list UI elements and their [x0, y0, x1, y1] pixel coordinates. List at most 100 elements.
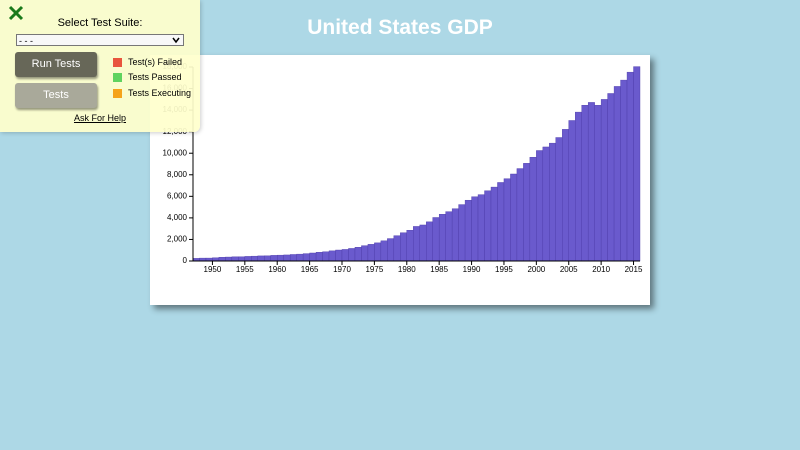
tests-button[interactable]: Tests — [15, 83, 97, 108]
select-option: - - - — [19, 36, 33, 46]
chart-card: 02,0004,0006,0008,00010,00012,00014,0001… — [150, 55, 650, 305]
x-tick-label: 1995 — [495, 265, 513, 274]
bar — [542, 146, 550, 262]
bar — [562, 129, 569, 262]
close-icon[interactable] — [8, 4, 24, 22]
run-tests-button[interactable]: Run Tests — [15, 52, 97, 77]
bar — [393, 235, 401, 262]
bar — [322, 251, 330, 262]
bar — [503, 178, 511, 262]
bar — [516, 168, 524, 262]
bar — [451, 208, 459, 262]
bar — [341, 249, 349, 262]
x-tick-label: 1965 — [301, 265, 319, 274]
bar — [348, 248, 356, 262]
bar — [419, 224, 427, 262]
x-tick-label: 1980 — [398, 265, 416, 274]
x-tick-label: 1970 — [333, 265, 351, 274]
legend-item: Tests Passed — [113, 72, 182, 83]
bar — [296, 253, 304, 262]
bar — [244, 256, 252, 262]
x-tick-label: 1975 — [365, 265, 383, 274]
bar — [529, 156, 537, 262]
bar — [302, 253, 310, 262]
bar — [581, 105, 589, 262]
x-tick-label: 1960 — [268, 265, 286, 274]
bar — [438, 214, 446, 262]
y-tick-label: 10,000 — [163, 148, 188, 157]
bar — [264, 255, 271, 262]
bar — [251, 255, 258, 262]
x-tick-label: 1990 — [463, 265, 481, 274]
bar — [549, 142, 556, 262]
bar — [464, 199, 472, 262]
chart: 02,0004,0006,0008,00010,00012,00014,0001… — [163, 62, 643, 274]
legend-label: Test(s) Failed — [128, 57, 183, 67]
bar — [477, 194, 485, 262]
bar — [225, 256, 233, 262]
bar — [270, 255, 278, 262]
bar — [471, 196, 479, 262]
y-tick-label: 4,000 — [167, 213, 188, 222]
bar — [380, 240, 388, 262]
bar — [238, 256, 246, 262]
bar — [484, 190, 492, 262]
panel-heading: Select Test Suite: — [57, 17, 143, 29]
x-tick-label: 1950 — [204, 265, 222, 274]
bar — [510, 173, 518, 262]
legend-item: Tests Executing — [113, 88, 192, 99]
bar — [490, 186, 498, 262]
bar — [600, 99, 608, 262]
bar — [400, 232, 407, 262]
bar — [283, 254, 291, 262]
bar — [633, 66, 641, 262]
x-tick-label: 2000 — [527, 265, 545, 274]
bar — [387, 238, 395, 262]
bar — [309, 252, 317, 262]
bar — [445, 211, 453, 262]
bar — [458, 204, 466, 262]
bar — [432, 217, 440, 262]
bar — [575, 111, 582, 262]
bar — [277, 254, 284, 262]
y-tick-label: 0 — [183, 256, 188, 265]
bar — [218, 257, 226, 262]
bar — [406, 230, 414, 262]
bar — [315, 252, 323, 262]
bar — [257, 255, 265, 262]
bar — [328, 250, 336, 262]
y-tick-label: 6,000 — [167, 191, 188, 200]
bar — [497, 182, 505, 262]
x-tick-label: 2015 — [625, 265, 643, 274]
x-tick-label: 1985 — [430, 265, 448, 274]
bar — [613, 86, 621, 262]
bar — [587, 102, 595, 262]
legend-label: Tests Executing — [128, 88, 192, 98]
y-tick-label: 2,000 — [167, 235, 188, 244]
bar — [594, 105, 602, 262]
bar — [231, 256, 239, 262]
bar — [367, 244, 375, 262]
bar — [413, 226, 420, 262]
bar — [607, 93, 615, 262]
bar — [289, 254, 297, 262]
page-title: United States GDP — [307, 16, 493, 39]
bar — [335, 249, 343, 262]
select-arrow — [172, 37, 180, 44]
bar — [374, 242, 382, 262]
bar — [626, 71, 634, 262]
test-panel: Select Test Suite: - - - Run Tests Tests… — [0, 0, 200, 132]
legend-label: Tests Passed — [128, 72, 182, 82]
bar — [536, 150, 544, 262]
bar — [426, 221, 433, 262]
y-tick-label: 8,000 — [167, 170, 188, 179]
help-link[interactable]: Ask For Help — [73, 113, 126, 123]
bar — [523, 163, 531, 262]
bar — [620, 79, 628, 262]
x-tick-label: 1955 — [236, 265, 254, 274]
bar — [568, 120, 576, 262]
x-tick-label: 2010 — [592, 265, 610, 274]
suite-select[interactable]: - - - — [16, 34, 184, 46]
bar — [354, 247, 362, 262]
